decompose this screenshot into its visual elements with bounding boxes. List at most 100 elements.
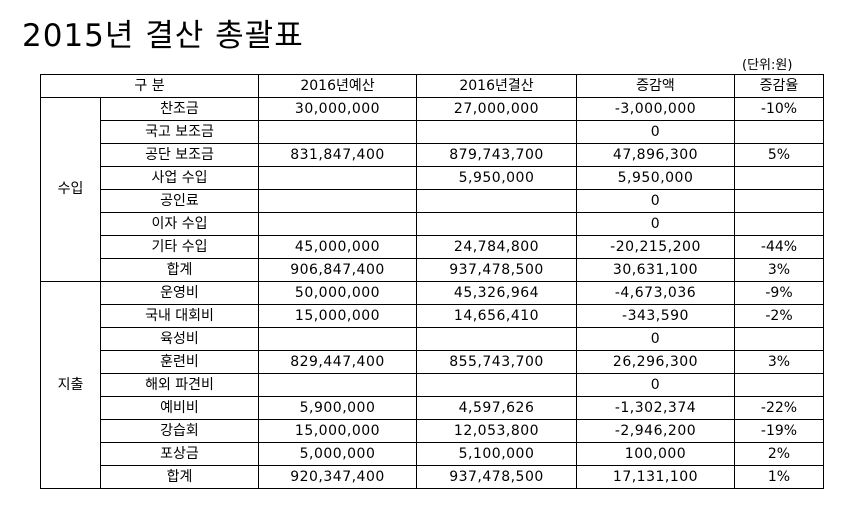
cell-rate: [734, 166, 824, 190]
table-row: 포상금 5,000,000 5,100,000 100,000 2%: [41, 442, 824, 466]
header-category: 구 분: [40, 74, 259, 98]
cell-budget: [258, 166, 417, 190]
cell-budget: [258, 189, 417, 213]
header-budget: 2016년예산: [258, 74, 417, 98]
row-item-label: 국고 보조금: [100, 120, 259, 144]
table-row: 수입 찬조금 30,000,000 27,000,000 -3,000,000 -10%: [40, 97, 824, 282]
table-row: 합계 906,847,400 937,478,500 30,631,100 3%: [41, 258, 824, 282]
table-row: 사업 수입 5,950,000 5,950,000: [41, 166, 824, 190]
row-item-label: 이자 수입: [100, 212, 259, 236]
row-item-label: 예비비: [100, 396, 259, 420]
table-row: 훈련비 829,447,400 855,743,700 26,296,300 3%: [41, 350, 824, 374]
cell-settlement: 4,597,626: [416, 396, 577, 420]
cell-budget: [258, 120, 417, 144]
cell-change: 30,631,100: [576, 258, 735, 282]
cell-rate: -9%: [734, 281, 824, 305]
table-row: 기타 수입 45,000,000 24,784,800 -20,215,200 -44%: [41, 235, 824, 259]
row-item-label: 포상금: [100, 442, 259, 466]
cell-budget: 30,000,000: [258, 97, 417, 121]
row-item-label: 훈련비: [100, 350, 259, 374]
cell-settlement: [416, 327, 577, 351]
cell-settlement: 45,326,964: [416, 281, 577, 305]
cell-rate: [734, 120, 824, 144]
cell-settlement: 5,100,000: [416, 442, 577, 466]
cell-rate: [734, 189, 824, 213]
table-row: 합계 920,347,400 937,478,500 17,131,100 1%: [41, 465, 824, 489]
cell-change: 26,296,300: [576, 350, 735, 374]
cell-rate: [734, 327, 824, 351]
cell-rate: 3%: [734, 350, 824, 374]
cell-settlement: [416, 373, 577, 397]
table-row: 육성비 0: [41, 327, 824, 351]
header-change: 증감액: [576, 74, 735, 98]
cell-rate: 3%: [734, 258, 824, 282]
unit-label: (단위:원): [742, 58, 793, 73]
cell-change: 0: [576, 212, 735, 236]
row-item-label: 합계: [100, 258, 259, 282]
table-row: 공단 보조금 831,847,400 879,743,700 47,896,300 5%: [41, 143, 824, 167]
table-row: 국고 보조금 0: [41, 120, 824, 144]
cell-rate: -19%: [734, 419, 824, 443]
cell-change: 47,896,300: [576, 143, 735, 167]
page-title: 2015년 결산 총괄표: [22, 18, 304, 54]
cell-change: -20,215,200: [576, 235, 735, 259]
cell-change: 0: [576, 189, 735, 213]
cell-settlement: 937,478,500: [416, 465, 577, 489]
cell-budget: 831,847,400: [258, 143, 417, 167]
cell-rate: -44%: [734, 235, 824, 259]
row-item-label: 해외 파견비: [100, 373, 259, 397]
cell-settlement: 12,053,800: [416, 419, 577, 443]
cell-change: 0: [576, 327, 735, 351]
row-item-label: 강습회: [100, 419, 259, 443]
table-row: 지출 운영비 50,000,000 45,326,964 -4,673,036 -9%: [40, 281, 824, 489]
cell-budget: 50,000,000: [258, 281, 417, 305]
cell-rate: -22%: [734, 396, 824, 420]
cell-rate: -10%: [734, 97, 824, 121]
cell-change: -2,946,200: [576, 419, 735, 443]
row-item-label: 합계: [100, 465, 259, 489]
table-body: 수입 찬조금 30,000,000 27,000,000 -3,000,000 -10% 국…: [40, 97, 824, 489]
cell-settlement: 14,656,410: [416, 304, 577, 328]
cell-change: -1,302,374: [576, 396, 735, 420]
cell-rate: 5%: [734, 143, 824, 167]
row-item-label: 기타 수입: [100, 235, 259, 259]
cell-settlement: 5,950,000: [416, 166, 577, 190]
cell-budget: 45,000,000: [258, 235, 417, 259]
cell-rate: [734, 373, 824, 397]
row-item-label: 운영비: [100, 281, 259, 305]
table-row: 강습회 15,000,000 12,053,800 -2,946,200 -19%: [41, 419, 824, 443]
cell-budget: [258, 327, 417, 351]
cell-budget: [258, 373, 417, 397]
cell-change: 5,950,000: [576, 166, 735, 190]
cell-budget: [258, 212, 417, 236]
row-item-label: 공단 보조금: [100, 143, 259, 167]
cell-change: -3,000,000: [576, 97, 735, 121]
cell-rate: 2%: [734, 442, 824, 466]
table-row: 이자 수입 0: [41, 212, 824, 236]
cell-change: 0: [576, 120, 735, 144]
cell-settlement: 879,743,700: [416, 143, 577, 167]
cell-change: 100,000: [576, 442, 735, 466]
cell-settlement: 24,784,800: [416, 235, 577, 259]
cell-settlement: [416, 189, 577, 213]
cell-budget: 829,447,400: [258, 350, 417, 374]
cell-budget: 920,347,400: [258, 465, 417, 489]
settlement-summary-table: 구 분 2016년예산 2016년결산 증감액 증감율 수입 찬조금 30,000,…: [40, 74, 824, 489]
cell-rate: [734, 212, 824, 236]
cell-settlement: 27,000,000: [416, 97, 577, 121]
cell-change: -4,673,036: [576, 281, 735, 305]
cell-change: 17,131,100: [576, 465, 735, 489]
cell-settlement: [416, 212, 577, 236]
table-header-row: 구 분 2016년예산 2016년결산 증감액 증감율: [40, 74, 824, 98]
cell-budget: 5,000,000: [258, 442, 417, 466]
table-row: 공인료 0: [41, 189, 824, 213]
cell-rate: 1%: [734, 465, 824, 489]
section-label: 수입: [40, 97, 101, 282]
table-row: 국내 대회비 15,000,000 14,656,410 -343,590 -2%: [41, 304, 824, 328]
row-item-label: 국내 대회비: [100, 304, 259, 328]
header-rate: 증감율: [734, 74, 824, 98]
cell-settlement: [416, 120, 577, 144]
cell-change: -343,590: [576, 304, 735, 328]
table-row: 해외 파견비 0: [41, 373, 824, 397]
row-item-label: 육성비: [100, 327, 259, 351]
